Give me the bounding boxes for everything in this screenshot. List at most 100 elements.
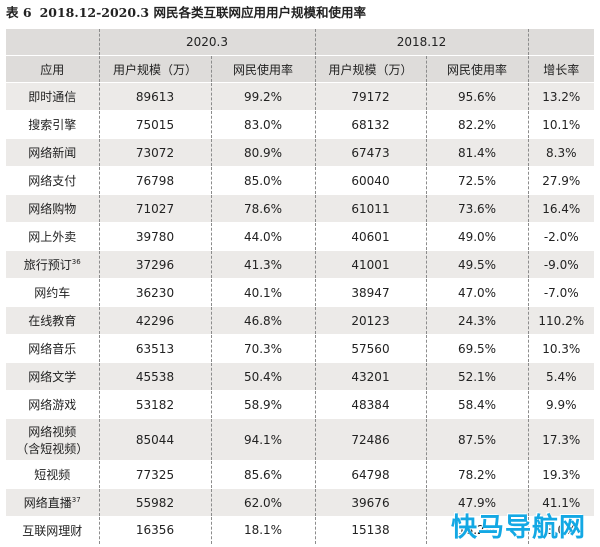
users-2018-cell: 60040 — [314, 166, 426, 195]
app-name: 网络直播 — [23, 496, 72, 510]
app-name-cell: 网上外卖 — [6, 222, 99, 251]
rate-2020-cell: 83.0% — [210, 110, 315, 139]
rate-2018-cell: 47.0% — [425, 278, 528, 307]
table-row: 网络音乐 63513 70.3% 57560 69.5% 10.3% — [6, 334, 594, 363]
app-name-cell: 搜索引擎 — [6, 110, 99, 139]
rate-2018-cell: 87.5% — [425, 418, 528, 461]
growth-rate-cell: 110.2% — [527, 306, 594, 335]
users-2020-cell: 36230 — [98, 278, 211, 307]
table-row: 搜索引擎 75015 83.0% 68132 82.2% 10.1% — [6, 110, 594, 139]
users-2018-cell: 72486 — [314, 418, 426, 461]
users-2018-cell: 43201 — [314, 362, 426, 391]
users-2020-cell: 16356 — [98, 516, 211, 544]
app-name: 互联网理财 — [22, 523, 83, 538]
app-name-subtitle: （含短视频） — [16, 441, 89, 456]
table-row: 网络直播37 55982 62.0% 39676 47.9% 41.1% — [6, 488, 594, 517]
users-2020-cell: 71027 — [98, 194, 211, 223]
users-2020-cell: 37296 — [98, 250, 211, 279]
users-2020-cell: 55982 — [98, 488, 211, 517]
app-name-cell: 网络音乐 — [6, 334, 99, 363]
rate-2020-cell: 41.3% — [210, 250, 315, 279]
header-period-2018: 2018.12 — [314, 28, 528, 56]
rate-2018-cell: 72.5% — [425, 166, 528, 195]
users-2020-cell: 53182 — [98, 390, 211, 419]
growth-rate-cell: 41.1% — [527, 488, 594, 517]
growth-rate-cell: 10.1% — [527, 110, 594, 139]
users-2020-cell: 39780 — [98, 222, 211, 251]
growth-rate-cell: -2.0% — [527, 222, 594, 251]
header-empty-cell — [6, 28, 99, 56]
table-row: 在线教育 42296 46.8% 20123 24.3% 110.2% — [6, 306, 594, 335]
rate-2020-cell: 85.6% — [210, 460, 315, 489]
header-growth: 增长率 — [527, 55, 594, 83]
users-2020-cell: 63513 — [98, 334, 211, 363]
app-name: 网络新闻 — [28, 146, 77, 160]
rate-2020-cell: 58.9% — [210, 390, 315, 419]
rate-2018-cell: 49.5% — [425, 250, 528, 279]
growth-rate-cell: 9.9% — [527, 390, 594, 419]
app-name-cell: 在线教育 — [6, 306, 99, 335]
rate-2018-cell: 73.6% — [425, 194, 528, 223]
rate-2018-cell: 58.4% — [425, 390, 528, 419]
table-row: 旅行预订36 37296 41.3% 41001 49.5% -9.0% — [6, 250, 594, 279]
header-users-2020: 用户规模（万） — [98, 55, 211, 83]
rate-2018-cell: 81.4% — [425, 138, 528, 167]
rate-2020-cell: 80.9% — [210, 138, 315, 167]
users-2020-cell: 75015 — [98, 110, 211, 139]
users-2020-cell: 45538 — [98, 362, 211, 391]
app-name: 网约车 — [34, 286, 71, 300]
app-name-cell: 网络购物 — [6, 194, 99, 223]
users-2018-cell: 41001 — [314, 250, 426, 279]
rate-2018-cell: 18.2% — [425, 516, 528, 544]
app-name: 网络购物 — [28, 202, 77, 216]
growth-rate-cell: 19.3% — [527, 460, 594, 489]
app-name-cell: 旅行预订36 — [6, 250, 99, 279]
rate-2018-cell: 24.3% — [425, 306, 528, 335]
footnote-marker: 37 — [71, 496, 81, 504]
rate-2020-cell: 62.0% — [210, 488, 315, 517]
app-name: 短视频 — [34, 468, 71, 482]
rate-2020-cell: 70.3% — [210, 334, 315, 363]
rate-2018-cell: 52.1% — [425, 362, 528, 391]
users-2020-cell: 76798 — [98, 166, 211, 195]
users-2020-cell: 85044 — [98, 418, 211, 461]
table-number: 表 6 — [6, 5, 32, 20]
table-row: 短视频 77325 85.6% 64798 78.2% 19.3% — [6, 460, 594, 489]
app-name: 网上外卖 — [28, 230, 77, 244]
growth-rate-cell: 13.2% — [527, 82, 594, 111]
users-2018-cell: 20123 — [314, 306, 426, 335]
app-usage-table: 2020.3 2018.12 应用 用户规模（万） 网民使用率 用户规模（万） … — [6, 28, 594, 544]
app-name-cell: 网络游戏 — [6, 390, 99, 419]
growth-rate-cell: 5.4% — [527, 362, 594, 391]
table-title: 2018.12-2020.3 网民各类互联网应用用户规模和使用率 — [39, 5, 366, 20]
rate-2020-cell: 40.1% — [210, 278, 315, 307]
rate-2018-cell: 47.9% — [425, 488, 528, 517]
table-row: 网络文学 45538 50.4% 43201 52.1% 5.4% — [6, 362, 594, 391]
rate-2018-cell: 69.5% — [425, 334, 528, 363]
growth-rate-cell: 16.4% — [527, 194, 594, 223]
app-name: 网络文学 — [28, 370, 77, 384]
rate-2018-cell: 78.2% — [425, 460, 528, 489]
users-2018-cell: 64798 — [314, 460, 426, 489]
table-caption: 表 6 2018.12-2020.3 网民各类互联网应用用户规模和使用率 — [6, 4, 366, 22]
table-row: 互联网理财 16356 18.1% 15138 18.2% 8.0% — [6, 516, 594, 544]
growth-rate-cell: -7.0% — [527, 278, 594, 307]
rate-2020-cell: 94.1% — [210, 418, 315, 461]
app-name-cell: 网络视频 （含短视频） — [6, 418, 99, 461]
app-name: 在线教育 — [28, 314, 77, 328]
header-period-2020: 2020.3 — [98, 28, 315, 56]
users-2018-cell: 39676 — [314, 488, 426, 517]
users-2018-cell: 67473 — [314, 138, 426, 167]
app-name: 即时通信 — [28, 90, 77, 104]
table-row: 网约车 36230 40.1% 38947 47.0% -7.0% — [6, 278, 594, 307]
users-2018-cell: 61011 — [314, 194, 426, 223]
app-name-cell: 网络新闻 — [6, 138, 99, 167]
app-name: 网络支付 — [28, 174, 77, 188]
growth-rate-cell: 10.3% — [527, 334, 594, 363]
rate-2020-cell: 85.0% — [210, 166, 315, 195]
table-row: 网络游戏 53182 58.9% 48384 58.4% 9.9% — [6, 390, 594, 419]
table-row: 网络购物 71027 78.6% 61011 73.6% 16.4% — [6, 194, 594, 223]
rate-2018-cell: 82.2% — [425, 110, 528, 139]
growth-rate-cell: 8.3% — [527, 138, 594, 167]
header-rate-2020: 网民使用率 — [210, 55, 315, 83]
